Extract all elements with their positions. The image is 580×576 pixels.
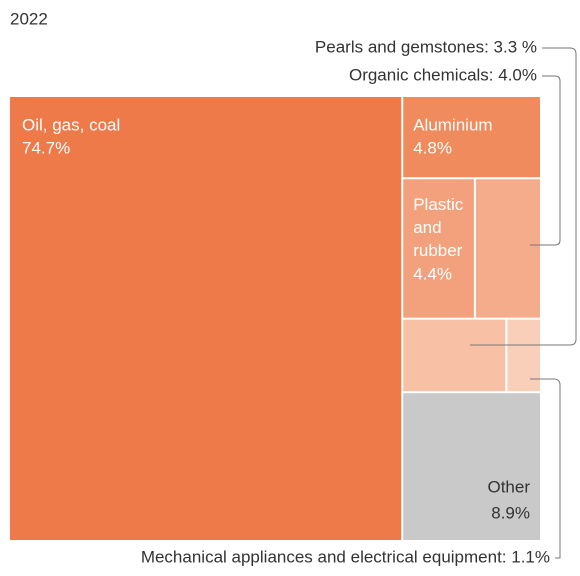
treemap: Oil, gas, coal 74.7% Aluminium 4.8% Plastic … <box>10 97 540 540</box>
treemap-cell <box>403 319 506 392</box>
cell-label: Oil, gas, coal <box>22 115 120 134</box>
callout-line <box>470 47 577 346</box>
value-label: 74.7% <box>22 138 70 157</box>
callout-label: Pearls and gemstones: 3.3 % <box>315 37 537 56</box>
treemap-cell <box>403 179 474 318</box>
callout-line <box>530 75 561 246</box>
value-label: 4.8% <box>413 138 452 157</box>
cell-label: Plastic and rubber <box>413 196 468 261</box>
callout-label: Organic chemicals: 4.0% <box>349 65 537 84</box>
treemap-cell <box>403 393 540 540</box>
chart-title: 2022 <box>10 9 48 28</box>
callout-label: Mechanical appliances and electrical equ… <box>141 547 550 566</box>
treemap-cell <box>475 179 540 318</box>
treemap-cell <box>10 97 402 540</box>
treemap-cell <box>403 97 540 178</box>
value-label: 8.9% <box>491 503 530 522</box>
value-label: 4.4% <box>413 265 452 284</box>
cell-label: Other <box>487 477 530 496</box>
cell-label: Aluminium <box>413 115 492 134</box>
callout-line <box>530 378 561 559</box>
treemap-cell <box>507 319 540 392</box>
